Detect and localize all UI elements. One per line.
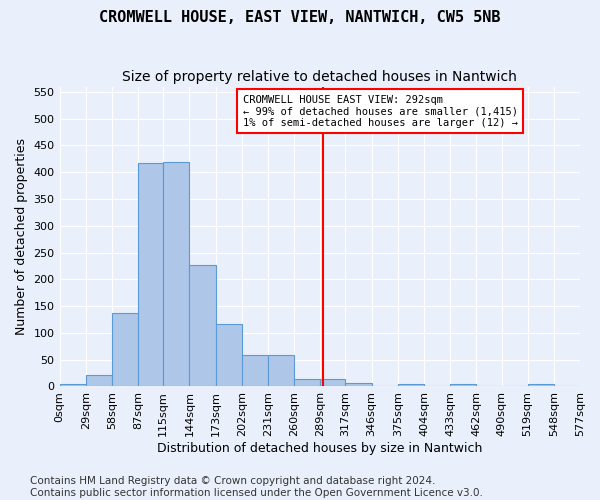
Bar (398, 384, 424, 386)
Bar (268, 355, 294, 386)
Bar (86, 374, 112, 386)
Bar (138, 162, 163, 386)
Y-axis label: Number of detached properties: Number of detached properties (15, 138, 28, 335)
Text: CROMWELL HOUSE, EAST VIEW, NANTWICH, CW5 5NB: CROMWELL HOUSE, EAST VIEW, NANTWICH, CW5… (99, 10, 501, 25)
Bar (294, 380, 320, 386)
Bar (59, 384, 86, 386)
X-axis label: Distribution of detached houses by size in Nantwich: Distribution of detached houses by size … (157, 442, 482, 455)
Bar (215, 324, 242, 386)
Text: CROMWELL HOUSE EAST VIEW: 292sqm
← 99% of detached houses are smaller (1,415)
1%: CROMWELL HOUSE EAST VIEW: 292sqm ← 99% o… (242, 94, 518, 128)
Bar (346, 383, 371, 386)
Title: Size of property relative to detached houses in Nantwich: Size of property relative to detached ho… (122, 70, 517, 84)
Bar (112, 313, 138, 386)
Bar (163, 162, 190, 386)
Bar (242, 355, 268, 386)
Text: Contains HM Land Registry data © Crown copyright and database right 2024.
Contai: Contains HM Land Registry data © Crown c… (30, 476, 483, 498)
Bar (320, 379, 346, 386)
Bar (450, 384, 476, 386)
Bar (190, 266, 215, 386)
Bar (527, 384, 554, 386)
